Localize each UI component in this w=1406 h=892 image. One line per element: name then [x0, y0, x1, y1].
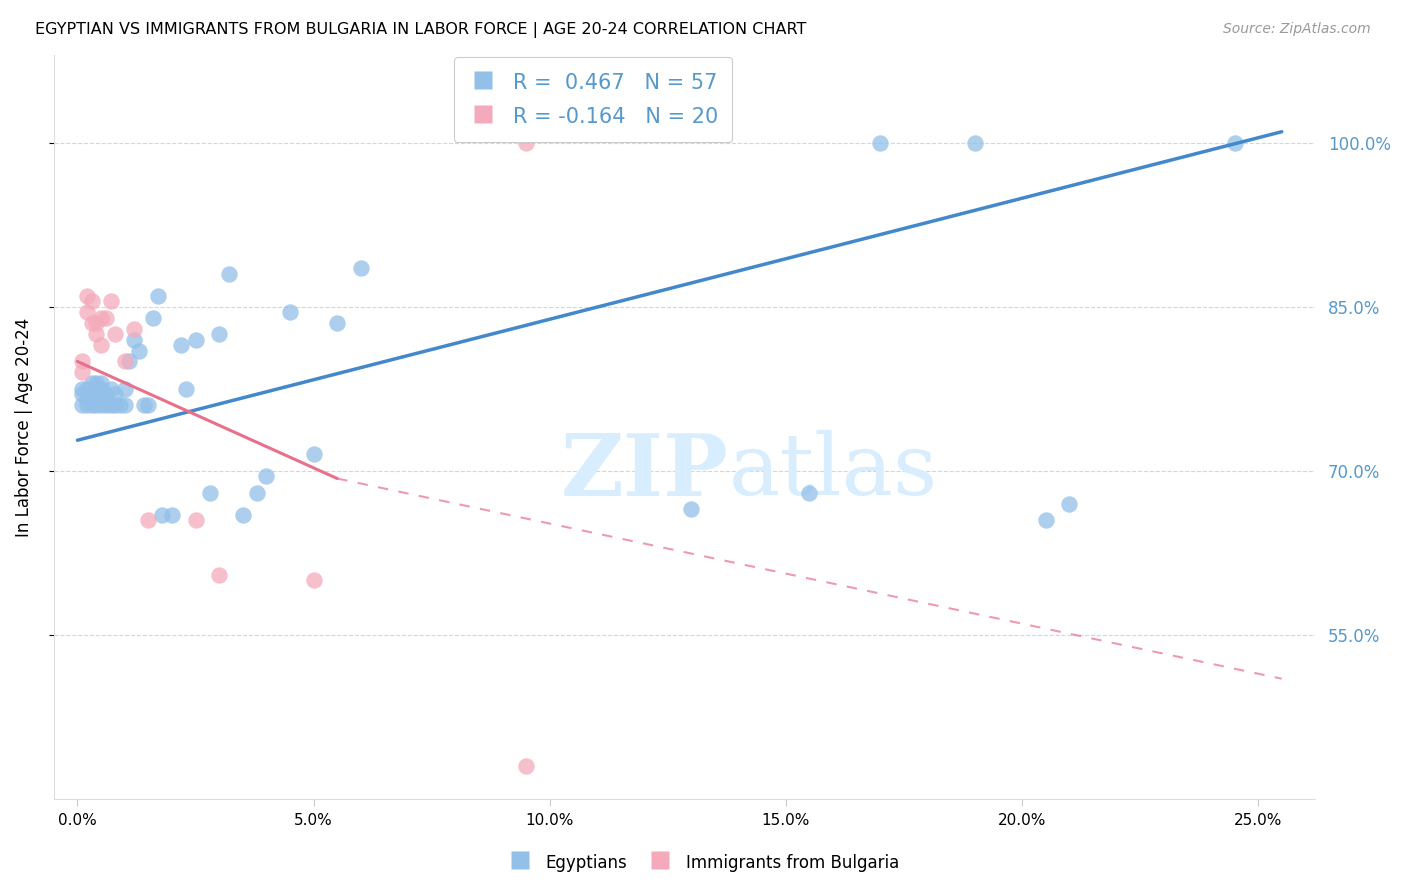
Point — [100, 294, 122, 309]
Point — [70, 387, 93, 401]
Point — [76, 392, 98, 407]
Point — [515, 136, 537, 150]
Point — [232, 508, 254, 522]
Point — [90, 392, 112, 407]
Point — [86, 316, 108, 330]
Point — [80, 387, 103, 401]
Point — [278, 305, 301, 319]
Point — [869, 136, 891, 150]
Legend: R =  0.467   N = 57, R = -0.164   N = 20: R = 0.467 N = 57, R = -0.164 N = 20 — [454, 57, 731, 142]
Point — [70, 382, 93, 396]
Y-axis label: In Labor Force | Age 20-24: In Labor Force | Age 20-24 — [15, 318, 32, 537]
Point — [128, 343, 150, 358]
Legend: Egyptians, Immigrants from Bulgaria: Egyptians, Immigrants from Bulgaria — [501, 846, 905, 880]
Point — [136, 398, 159, 412]
Point — [80, 382, 103, 396]
Point — [76, 382, 98, 396]
Point — [76, 289, 98, 303]
Point — [80, 316, 103, 330]
Point — [104, 327, 127, 342]
Point — [302, 574, 325, 588]
Point — [94, 310, 117, 325]
Point — [326, 316, 349, 330]
Point — [118, 354, 141, 368]
Point — [152, 508, 174, 522]
Point — [1057, 497, 1080, 511]
Point — [114, 398, 136, 412]
Point — [515, 759, 537, 773]
Point — [254, 469, 277, 483]
Point — [80, 376, 103, 391]
Point — [160, 508, 183, 522]
Point — [681, 502, 703, 516]
Point — [90, 398, 112, 412]
Point — [70, 398, 93, 412]
Point — [198, 485, 221, 500]
Point — [86, 387, 108, 401]
Point — [184, 333, 207, 347]
Point — [136, 513, 159, 527]
Point — [104, 398, 127, 412]
Point — [208, 567, 231, 582]
Point — [94, 387, 117, 401]
Point — [184, 513, 207, 527]
Point — [70, 354, 93, 368]
Point — [218, 267, 240, 281]
Point — [90, 310, 112, 325]
Point — [132, 398, 155, 412]
Point — [90, 338, 112, 352]
Text: ZIP: ZIP — [561, 430, 728, 514]
Point — [76, 398, 98, 412]
Point — [1223, 136, 1246, 150]
Point — [208, 327, 231, 342]
Point — [94, 392, 117, 407]
Point — [146, 289, 169, 303]
Point — [1035, 513, 1057, 527]
Point — [963, 136, 986, 150]
Point — [86, 376, 108, 391]
Point — [170, 338, 193, 352]
Point — [350, 261, 373, 276]
Point — [100, 382, 122, 396]
Point — [90, 387, 112, 401]
Point — [108, 398, 131, 412]
Point — [142, 310, 165, 325]
Point — [114, 382, 136, 396]
Text: atlas: atlas — [728, 430, 938, 513]
Point — [76, 305, 98, 319]
Point — [80, 294, 103, 309]
Point — [799, 485, 821, 500]
Point — [114, 354, 136, 368]
Point — [94, 398, 117, 412]
Point — [80, 398, 103, 412]
Point — [86, 398, 108, 412]
Point — [104, 387, 127, 401]
Text: Source: ZipAtlas.com: Source: ZipAtlas.com — [1223, 22, 1371, 37]
Point — [90, 376, 112, 391]
Point — [122, 321, 145, 335]
Point — [86, 327, 108, 342]
Point — [174, 382, 197, 396]
Point — [246, 485, 269, 500]
Text: EGYPTIAN VS IMMIGRANTS FROM BULGARIA IN LABOR FORCE | AGE 20-24 CORRELATION CHAR: EGYPTIAN VS IMMIGRANTS FROM BULGARIA IN … — [35, 22, 807, 38]
Point — [122, 333, 145, 347]
Point — [100, 398, 122, 412]
Point — [70, 365, 93, 379]
Point — [302, 447, 325, 461]
Point — [90, 382, 112, 396]
